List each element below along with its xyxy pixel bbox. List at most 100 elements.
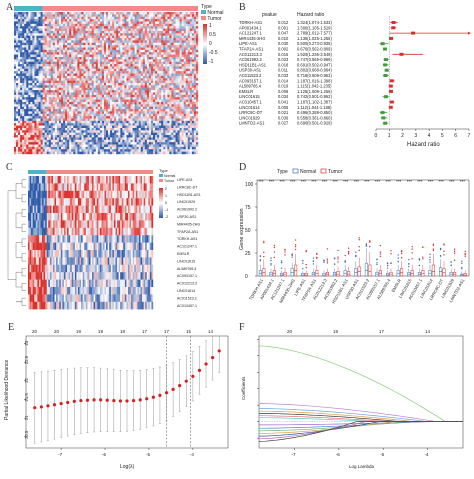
- heatmap-cell: [20, 99, 23, 103]
- heatmap-cell: [38, 127, 41, 131]
- heatmap-cell: [169, 101, 172, 105]
- heatmap-cell: [89, 26, 92, 29]
- heatmap-cell: [167, 125, 170, 129]
- heatmap-cell: [89, 16, 92, 20]
- heatmap-cell: [89, 111, 92, 114]
- heatmap-cell: [40, 127, 43, 131]
- heatmap-cell: [155, 47, 158, 51]
- heatmap-cell: [14, 111, 17, 114]
- heatmap-cell: [144, 90, 148, 93]
- heatmap-cell: [103, 106, 107, 110]
- heatmap-cell: [48, 130, 51, 133]
- heatmap-cell: [146, 49, 150, 53]
- heatmap-cell: [181, 120, 184, 124]
- heatmap-cell: [46, 16, 49, 20]
- heatmap-cell: [79, 35, 82, 39]
- heatmap-cell: [181, 45, 184, 48]
- heatmap-cell: [106, 101, 109, 105]
- heatmap-cell: [110, 54, 113, 58]
- heatmap-cell: [144, 85, 148, 88]
- heatmap-cell: [106, 99, 109, 103]
- heatmap-cell: [173, 83, 176, 86]
- heatmap-cell: [134, 49, 137, 53]
- heatmap-cell: [58, 23, 62, 27]
- heatmap-cell: [40, 85, 43, 88]
- heatmap-cell: [52, 132, 56, 136]
- heatmap-cell: [134, 109, 137, 112]
- heatmap-cell: [110, 101, 113, 105]
- heatmap-cell: [177, 75, 180, 79]
- heatmap-cell: [126, 92, 129, 96]
- heatmap-cell: [138, 111, 141, 114]
- heatmap-cell: [54, 92, 58, 96]
- heatmap-cell: [116, 80, 119, 84]
- heatmap-cell: [132, 75, 135, 79]
- heatmap-cell: [118, 85, 121, 88]
- heatmap-cell: [177, 68, 180, 72]
- heatmap-cell: [153, 92, 156, 96]
- heatmap-cell: [63, 49, 66, 53]
- heatmap-cell: [163, 125, 166, 129]
- heatmap-cell: [185, 87, 188, 91]
- heatmap-cell: [16, 59, 19, 62]
- heatmap-cell: [155, 73, 158, 77]
- heatmap-cell: [132, 47, 135, 51]
- heatmap-cell: [99, 68, 103, 72]
- heatmap-cell: [181, 73, 184, 77]
- heatmap-cell: [79, 56, 82, 60]
- heatmap-cell: [130, 111, 133, 114]
- heatmap-cell: [87, 71, 90, 74]
- heatmap-cell: [93, 106, 96, 110]
- heatmap-cell: [134, 99, 137, 103]
- heatmap-cell: [130, 132, 133, 136]
- heatmap-cell: [144, 64, 148, 67]
- heatmap-cell: [79, 16, 82, 20]
- heatmap-cell: [169, 104, 172, 107]
- heatmap-cell: [81, 42, 84, 46]
- heatmap-cell: [181, 16, 184, 20]
- heatmap-cell: [34, 61, 37, 65]
- heatmap-cell: [163, 113, 166, 117]
- heatmap-cell: [50, 49, 54, 53]
- heatmap-cell: [99, 80, 103, 84]
- heatmap-cell: [99, 78, 103, 81]
- heatmap-cell: [34, 130, 37, 133]
- heatmap-cell: [20, 104, 23, 107]
- heatmap-cell: [26, 33, 29, 36]
- heatmap-cell: [142, 49, 146, 53]
- heatmap-cell: [150, 80, 154, 84]
- heatmap-cell: [148, 30, 152, 34]
- heatmap-cell: [54, 104, 58, 107]
- heatmap-cell: [75, 49, 78, 53]
- heatmap-cell: [95, 97, 99, 100]
- heatmap-cell: [157, 49, 160, 53]
- heatmap-cell: [183, 106, 186, 110]
- heatmap-cell: [38, 135, 41, 138]
- heatmap-cell: [42, 14, 45, 17]
- heatmap-cell: [153, 127, 156, 131]
- heatmap-cell: [134, 132, 137, 136]
- heatmap-cell: [50, 137, 54, 140]
- heatmap-cell: [89, 30, 92, 34]
- heatmap-cell: [134, 90, 137, 93]
- heatmap-cell: [136, 12, 139, 15]
- heatmap-cell: [20, 135, 23, 138]
- heatmap-cell: [130, 135, 133, 138]
- heatmap-cell: [171, 109, 174, 112]
- heatmap-cell: [140, 106, 143, 110]
- heatmap-cell: [93, 59, 96, 62]
- heatmap-cell: [87, 56, 90, 60]
- heatmap-cell: [77, 71, 80, 74]
- heatmap-cell: [108, 56, 111, 60]
- heatmap-cell: [46, 127, 49, 131]
- heatmap-cell: [142, 64, 146, 67]
- heatmap-cell: [65, 137, 68, 140]
- heatmap-cell: [191, 113, 195, 117]
- heatmap-cell: [148, 135, 152, 138]
- heatmap-cell: [71, 54, 74, 58]
- heatmap-cell: [159, 30, 162, 34]
- heatmap-cell: [42, 111, 45, 114]
- heatmap-cell: [101, 90, 105, 93]
- heatmap-cell: [58, 85, 62, 88]
- heatmap-cell: [42, 142, 45, 145]
